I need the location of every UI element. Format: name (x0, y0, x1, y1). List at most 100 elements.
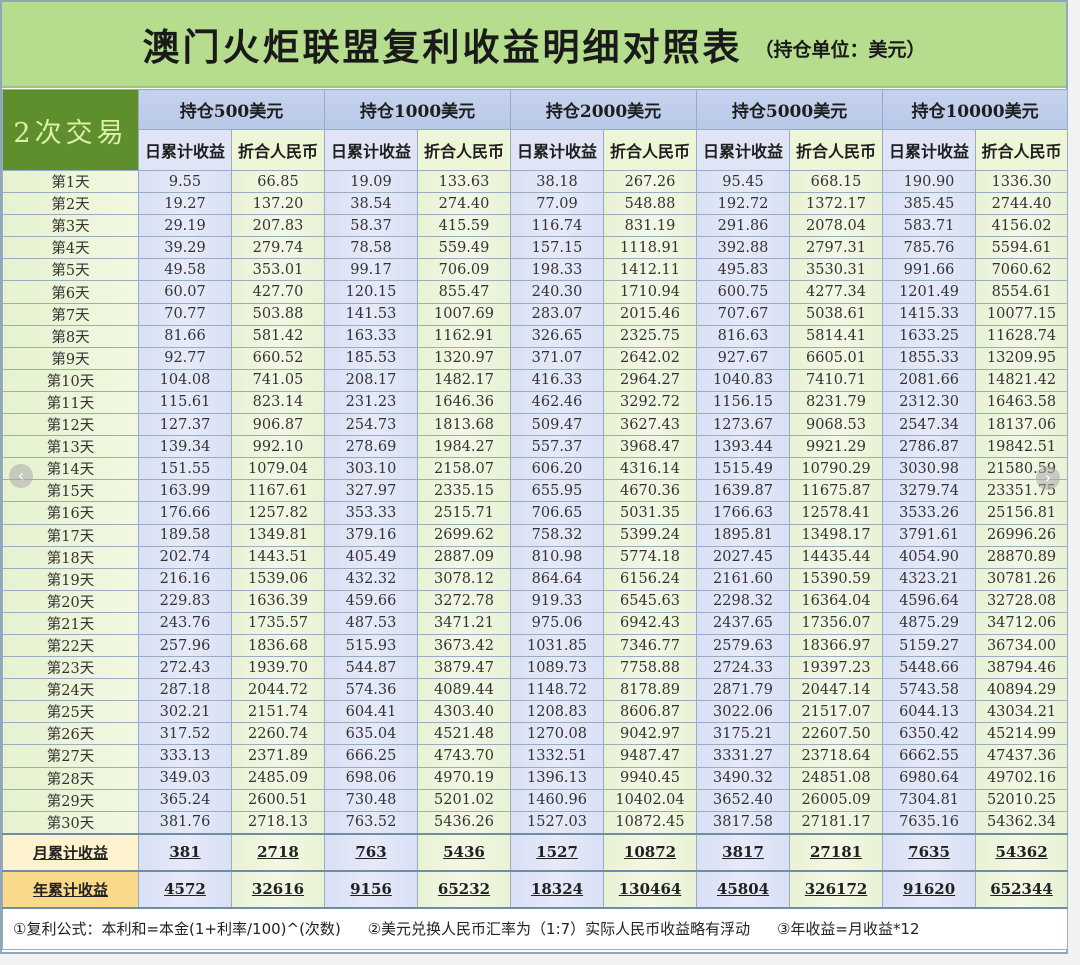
cny-converted-cell: 823.14 (231, 390, 325, 415)
usd-cumulative-cell: 7304.81 (882, 788, 977, 812)
usd-cumulative-cell: 333.13 (138, 744, 232, 768)
usd-cumulative-cell: 349.03 (138, 766, 232, 790)
monthly-total-value: 27181 (789, 833, 884, 872)
cny-converted-cell: 25156.81 (975, 501, 1069, 525)
cny-converted-cell: 10790.29 (789, 457, 884, 481)
title-unit-note: （持仓单位：美元） (754, 38, 926, 61)
table-row: 第17天 189.58 1349.81 379.16 2699.62 758.32 5399… (2, 523, 1069, 547)
usd-cumulative-cell: 1270.08 (510, 722, 605, 746)
usd-cumulative-cell: 991.66 (882, 258, 977, 282)
usd-cumulative-cell: 379.16 (324, 523, 418, 547)
cny-converted-cell: 2699.62 (416, 523, 512, 547)
cny-converted-cell: 7410.71 (789, 368, 884, 392)
usd-cumulative-cell: 1089.73 (510, 656, 605, 680)
cny-converted-cell: 2044.72 (231, 678, 325, 702)
cny-converted-cell: 5201.02 (416, 788, 512, 812)
cny-converted-cell: 415.59 (416, 214, 512, 238)
table-row: 第6天 60.07 427.70 120.15 855.47 240.30 1710.94 6… (2, 280, 1069, 304)
usd-cumulative-cell: 392.88 (696, 236, 791, 260)
cny-converted-cell: 20447.14 (789, 678, 884, 702)
table-row: 第11天 115.61 823.14 231.23 1646.36 462.46 3292.… (2, 390, 1069, 415)
cny-converted-cell: 7758.88 (603, 656, 698, 680)
usd-cumulative-cell: 975.06 (510, 611, 605, 635)
previous-image-button[interactable]: ‹ (9, 464, 33, 488)
table-row: 第10天 104.08 741.05 208.17 1482.17 416.33 2964.… (2, 368, 1069, 392)
usd-cumulative-cell: 141.53 (324, 302, 418, 326)
cny-converted-cell: 26996.26 (975, 523, 1069, 547)
table-row: 第21天 243.76 1735.57 487.53 3471.21 975.06 6942… (2, 611, 1069, 635)
footnote-row: ①复利公式：本利和=本金(1+利率/100)^(次数) ②美元兑换人民币汇率为（… (1, 906, 1069, 951)
day-label: 第23天 (2, 656, 139, 680)
usd-cumulative-cell: 1415.33 (882, 302, 977, 326)
cny-converted-cell: 9068.53 (789, 413, 884, 437)
usd-cumulative-cell: 655.95 (510, 479, 605, 503)
col-header-usd: 日累计收益 (510, 129, 605, 171)
day-label: 第27天 (2, 744, 139, 768)
usd-cumulative-cell: 240.30 (510, 280, 605, 304)
table-row: 第20天 229.83 1636.39 459.66 3272.78 919.33 6545… (2, 589, 1069, 613)
usd-cumulative-cell: 139.34 (138, 435, 232, 459)
cny-converted-cell: 5399.24 (603, 523, 698, 547)
usd-cumulative-cell: 163.33 (324, 324, 418, 348)
cny-converted-cell: 6942.43 (603, 611, 698, 635)
usd-cumulative-cell: 810.98 (510, 545, 605, 569)
cny-converted-cell: 18366.97 (789, 633, 884, 658)
cny-converted-cell: 40894.29 (975, 678, 1069, 702)
usd-cumulative-cell: 3533.26 (882, 501, 977, 525)
cny-converted-cell: 30781.26 (975, 567, 1069, 591)
usd-cumulative-cell: 365.24 (138, 788, 232, 812)
cny-converted-cell: 16364.04 (789, 589, 884, 613)
col-header-cny: 折合人民币 (975, 129, 1069, 171)
cny-converted-cell: 14821.42 (975, 368, 1069, 392)
usd-cumulative-cell: 3791.61 (882, 523, 977, 547)
chevron-right-icon: › (1044, 468, 1052, 487)
usd-cumulative-cell: 758.32 (510, 523, 605, 547)
group-header-5000: 持仓5000美元 (696, 89, 884, 130)
cny-converted-cell: 274.40 (416, 192, 512, 216)
usd-cumulative-cell: 495.83 (696, 258, 791, 282)
cny-converted-cell: 1813.68 (416, 413, 512, 437)
usd-cumulative-cell: 6662.55 (882, 744, 977, 768)
usd-cumulative-cell: 635.04 (324, 722, 418, 746)
table-row: 第30天 381.76 2718.13 763.52 5436.26 1527.03 108… (2, 810, 1069, 835)
usd-cumulative-cell: 198.33 (510, 258, 605, 282)
usd-cumulative-cell: 1460.96 (510, 788, 605, 812)
day-label: 第9天 (2, 346, 139, 370)
day-label: 第22天 (2, 633, 139, 658)
usd-cumulative-cell: 302.21 (138, 700, 232, 724)
cny-converted-cell: 1539.06 (231, 567, 325, 591)
col-header-cny: 折合人民币 (416, 129, 512, 171)
cny-converted-cell: 32728.08 (975, 589, 1069, 613)
cny-converted-cell: 5436.26 (416, 810, 512, 835)
usd-cumulative-cell: 405.49 (324, 545, 418, 569)
cny-converted-cell: 3879.47 (416, 656, 512, 680)
table-row: 第28天 349.03 2485.09 698.06 4970.19 1396.13 994… (2, 766, 1069, 790)
footnote-annual: ③年收益=月收益*12 (776, 920, 920, 939)
cny-converted-cell: 353.01 (231, 258, 325, 282)
usd-cumulative-cell: 127.37 (138, 413, 232, 437)
cny-converted-cell: 137.20 (231, 192, 325, 216)
usd-cumulative-cell: 1040.83 (696, 368, 791, 392)
cny-converted-cell: 15390.59 (789, 567, 884, 591)
cny-converted-cell: 43034.21 (975, 700, 1069, 724)
usd-cumulative-cell: 192.72 (696, 192, 791, 216)
usd-cumulative-cell: 231.23 (324, 390, 418, 415)
cny-converted-cell: 1118.91 (603, 236, 698, 260)
next-image-button[interactable]: › (1036, 466, 1060, 490)
yearly-total-row: 年累计收益 4572 32616 9156 65232 18324 130464… (2, 870, 1069, 909)
usd-cumulative-cell: 763.52 (324, 810, 418, 835)
usd-cumulative-cell: 2786.87 (882, 435, 977, 459)
usd-cumulative-cell: 919.33 (510, 589, 605, 613)
cny-converted-cell: 66.85 (231, 169, 325, 194)
usd-cumulative-cell: 385.45 (882, 192, 977, 216)
cny-converted-cell: 28870.89 (975, 545, 1069, 569)
usd-cumulative-cell: 216.16 (138, 567, 232, 591)
usd-cumulative-cell: 3022.06 (696, 700, 791, 724)
yearly-total-value: 652344 (975, 870, 1069, 909)
monthly-total-value: 2718 (231, 833, 325, 872)
day-label: 第14天 (2, 457, 139, 481)
usd-cumulative-cell: 115.61 (138, 390, 232, 415)
usd-cumulative-cell: 2579.63 (696, 633, 791, 658)
usd-cumulative-cell: 60.07 (138, 280, 232, 304)
cny-converted-cell: 2260.74 (231, 722, 325, 746)
